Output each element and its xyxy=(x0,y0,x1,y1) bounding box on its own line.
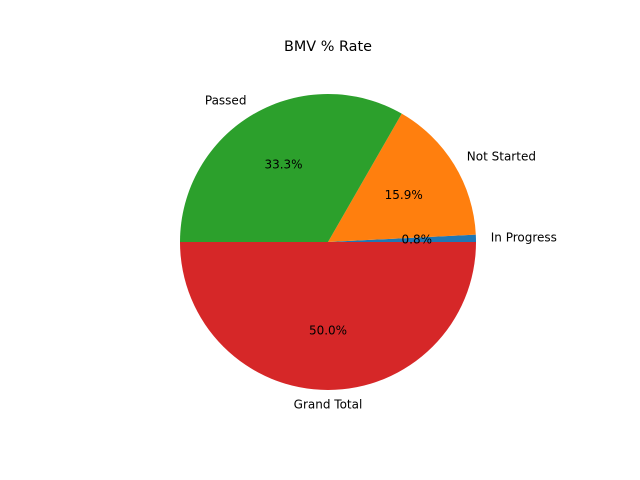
slice-label-in-progress: In Progress xyxy=(491,230,557,244)
pie-slice-passed xyxy=(180,93,402,242)
slice-label-grand-total: Grand Total xyxy=(294,397,363,411)
percent-label-passed: 33.3% xyxy=(264,158,302,172)
chart-title: BMV % Rate xyxy=(284,39,372,55)
pie-labels: In Progress 0.8% Not Started 15.9% Passed 33.… xyxy=(205,94,557,412)
slice-label-passed: Passed xyxy=(205,94,247,108)
pie-slice-not-started xyxy=(328,113,476,242)
pie-slices xyxy=(180,93,476,390)
pie-slice-grand-total xyxy=(180,242,476,390)
pie-slice-in-progress xyxy=(328,234,476,242)
percent-label-in-progress: 0.8% xyxy=(402,232,433,246)
percent-label-grand-total: 50.0% xyxy=(309,323,347,337)
percent-label-not-started: 15.9% xyxy=(385,188,423,202)
slice-label-not-started: Not Started xyxy=(467,149,536,163)
